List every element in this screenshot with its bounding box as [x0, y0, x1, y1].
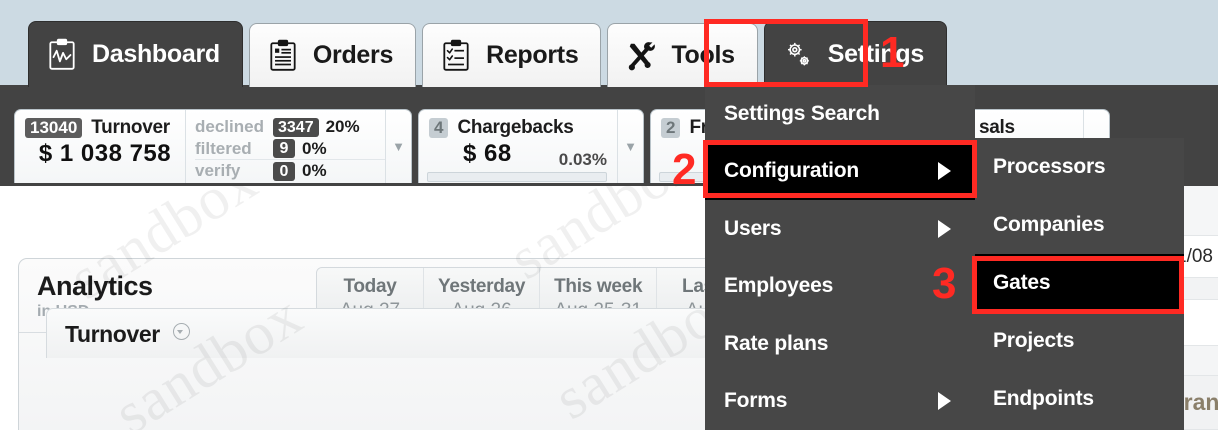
widget-turnover-count: 13040: [25, 117, 83, 139]
stat-row: filtered 9 0%: [195, 138, 385, 160]
widget-turnover[interactable]: 13040 Turnover $ 1 038 758 declined 3347…: [14, 109, 412, 183]
stat-badge: 0: [273, 161, 295, 181]
tab-orders[interactable]: Orders: [248, 23, 417, 87]
tab-settings[interactable]: Settings: [763, 21, 947, 87]
widget-turnover-stats: declined 3347 20% filtered 9 0% verify 0…: [185, 110, 385, 183]
widget-chargebacks-percent: 0.03%: [558, 150, 607, 169]
menu-item-label: Gates: [993, 271, 1051, 294]
widget-fraud-count: 2: [661, 117, 681, 139]
tab-reports[interactable]: Reports: [422, 23, 602, 87]
widget-reversals-main: sals: [883, 110, 1083, 183]
menu-item-label: Endpoints: [993, 387, 1094, 410]
menu-item-label: Rate plans: [724, 331, 829, 355]
annotation-step-1: 1: [880, 28, 905, 77]
settings-dropdown-menu[interactable]: Settings Search Configuration Users Empl…: [705, 85, 975, 430]
menu-item-users[interactable]: Users: [705, 200, 975, 258]
menu-item-configuration[interactable]: Configuration: [705, 142, 975, 200]
submenu-item-projects[interactable]: Projects: [975, 312, 1184, 370]
widget-chargebacks-progress: [427, 172, 607, 182]
menu-item-label: Companies: [993, 213, 1105, 236]
chevron-down-icon[interactable]: [172, 323, 190, 340]
widget-chargebacks-title: Chargebacks: [457, 117, 574, 138]
menu-item-label: Users: [724, 216, 782, 240]
chevron-right-icon: [938, 392, 951, 411]
submenu-item-endpoints[interactable]: Endpoints: [975, 370, 1184, 428]
widget-chargebacks-expand-caret[interactable]: ▼: [617, 110, 643, 183]
turnover-metric-selector[interactable]: Turnover: [65, 321, 190, 348]
clipboard-list-icon: [266, 39, 300, 73]
stat-key: filtered: [195, 138, 252, 158]
widget-chargebacks-count: 4: [429, 117, 449, 139]
stat-key: verify: [195, 161, 241, 180]
stat-percent: 0%: [302, 161, 327, 180]
widget-chargebacks-header: 4 Chargebacks: [429, 117, 617, 139]
menu-item-employees[interactable]: Employees: [705, 258, 975, 316]
stat-badge: 9: [273, 139, 295, 158]
clipboard-chart-icon: [45, 38, 79, 72]
widget-turnover-title: Turnover: [91, 117, 170, 138]
annotation-step-3: 3: [932, 259, 957, 308]
wrench-screwdriver-icon: [624, 39, 658, 73]
menu-item-settings-search[interactable]: Settings Search: [705, 85, 975, 143]
menu-item-rate-plans[interactable]: Rate plans: [705, 315, 975, 373]
menu-item-label: Settings Search: [724, 101, 880, 125]
stat-percent: 0%: [302, 138, 327, 158]
menu-item-label: Processors: [993, 155, 1106, 178]
tab-reports-label: Reports: [486, 41, 579, 69]
submenu-item-gates[interactable]: Gates: [975, 254, 1184, 312]
configuration-submenu[interactable]: Processors Companies Gates Projects Endp…: [975, 138, 1184, 430]
menu-item-forms[interactable]: Forms: [705, 373, 975, 430]
stat-key: declined: [195, 117, 264, 136]
stat-badge: 3347: [273, 117, 319, 137]
range-this-week-label: This week: [554, 276, 643, 297]
stat-row: verify 0 0%: [195, 160, 385, 182]
chevron-right-icon: [938, 219, 951, 238]
tab-dashboard-label: Dashboard: [92, 40, 220, 68]
widget-turnover-expand-caret[interactable]: ▼: [385, 110, 411, 183]
tab-tools-label: Tools: [671, 41, 735, 69]
menu-item-label: Configuration: [724, 159, 860, 183]
tab-tools[interactable]: Tools: [607, 23, 758, 87]
page-title: Analytics: [37, 271, 153, 301]
stat-percent: 20%: [325, 117, 360, 136]
tab-strip: Dashboard Orders: [28, 21, 947, 87]
tab-dashboard[interactable]: Dashboard: [28, 21, 243, 87]
tab-settings-label: Settings: [827, 40, 925, 68]
widget-reversals-title: sals: [979, 117, 1015, 138]
menu-item-label: Employees: [724, 274, 834, 298]
annotation-step-2: 2: [672, 145, 697, 194]
right-row-3: [1176, 278, 1218, 300]
turnover-metric-label: Turnover: [65, 321, 160, 347]
chevron-right-icon: [938, 162, 951, 181]
main-tabbar: Dashboard Orders: [0, 0, 1218, 87]
menu-item-label: Forms: [724, 389, 788, 413]
stat-row: declined 3347 20%: [195, 116, 385, 138]
range-today-label: Today: [343, 276, 397, 297]
gears-icon: [781, 38, 815, 72]
tabbar-underline: [0, 85, 1218, 96]
widget-turnover-main: 13040 Turnover $ 1 038 758: [15, 110, 185, 183]
date-fragment: 1/08: [1176, 245, 1213, 267]
widget-reversals-header: sals: [893, 117, 1083, 139]
menu-item-label: Projects: [993, 329, 1075, 352]
widget-chargebacks-main: 4 Chargebacks $ 68 0.03%: [419, 110, 617, 183]
widget-turnover-header: 13040 Turnover: [25, 117, 185, 139]
widget-turnover-value: $ 1 038 758: [38, 140, 172, 167]
widget-chargebacks-value: $ 68: [463, 140, 512, 167]
range-yesterday-label: Yesterday: [438, 276, 526, 297]
tab-orders-label: Orders: [312, 41, 394, 69]
submenu-item-processors[interactable]: Processors: [975, 138, 1184, 196]
clipboard-check-icon: [439, 39, 473, 73]
widget-chargebacks[interactable]: 4 Chargebacks $ 68 0.03% ▼: [418, 109, 644, 183]
submenu-item-companies[interactable]: Companies: [975, 196, 1184, 254]
